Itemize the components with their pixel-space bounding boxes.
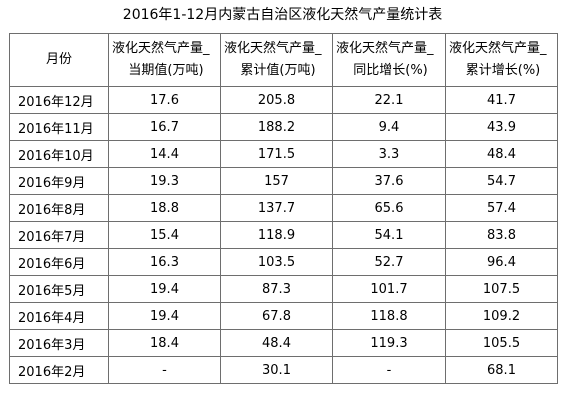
cell-month: 2016年9月: [9, 167, 109, 195]
cell-cumulative-growth: 43.9: [445, 113, 558, 141]
table-row: 2016年10月 14.4 171.5 3.3 48.4: [9, 140, 558, 168]
cell-current-value: 17.6: [108, 86, 221, 114]
cell-current-value: 19.3: [108, 167, 221, 195]
cell-month: 2016年3月: [9, 329, 109, 357]
table-title: 2016年1-12月内蒙古自治区液化天然气产量统计表: [122, 7, 443, 23]
cell-month: 2016年11月: [9, 113, 109, 141]
cell-yoy-growth: 101.7: [332, 275, 446, 303]
cell-cumulative-growth: 68.1: [445, 356, 558, 384]
cell-cumulative-growth: 54.7: [445, 167, 558, 195]
cell-current-value: 18.4: [108, 329, 221, 357]
cell-current-value: 19.4: [108, 275, 221, 303]
cell-cumulative-value: 118.9: [220, 221, 333, 249]
header-cumulative-growth-line2: 累计增长(%): [465, 63, 541, 78]
cell-cumulative-value: 87.3: [220, 275, 333, 303]
header-yoy-growth-line2: 同比增长(%): [353, 63, 428, 78]
header-cumulative-value: 液化天然气产量_ 累计值(万吨): [220, 33, 333, 87]
table-row: 2016年9月 19.3 157 37.6 54.7: [9, 167, 558, 195]
table-row: 2016年12月 17.6 205.8 22.1 41.7: [9, 86, 558, 114]
cell-yoy-growth: 52.7: [332, 248, 446, 276]
cell-current-value: 14.4: [108, 140, 221, 168]
cell-yoy-growth: -: [332, 356, 446, 384]
cell-month: 2016年4月: [9, 302, 109, 330]
cell-cumulative-growth: 105.5: [445, 329, 558, 357]
table-row: 2016年5月 19.4 87.3 101.7 107.5: [9, 275, 558, 303]
cell-cumulative-growth: 96.4: [445, 248, 558, 276]
cell-yoy-growth: 118.8: [332, 302, 446, 330]
cell-yoy-growth: 9.4: [332, 113, 446, 141]
cell-yoy-growth: 3.3: [332, 140, 446, 168]
cell-month: 2016年12月: [9, 86, 109, 114]
table-row: 2016年3月 18.4 48.4 119.3 105.5: [9, 329, 558, 357]
header-current-value-line1: 液化天然气产量_: [112, 41, 210, 56]
header-cumulative-growth: 液化天然气产量_ 累计增长(%): [445, 33, 558, 87]
cell-cumulative-value: 137.7: [220, 194, 333, 222]
cell-cumulative-growth: 109.2: [445, 302, 558, 330]
lng-production-table: 月份 液化天然气产量_ 当期值(万吨) 液化天然气产量_ 累计值(万吨) 液化天…: [9, 33, 558, 384]
cell-cumulative-value: 188.2: [220, 113, 333, 141]
header-month: 月份: [9, 33, 109, 87]
cell-month: 2016年8月: [9, 194, 109, 222]
cell-yoy-growth: 22.1: [332, 86, 446, 114]
header-cumulative-value-line2: 累计值(万吨): [240, 63, 316, 78]
table-row: 2016年11月 16.7 188.2 9.4 43.9: [9, 113, 558, 141]
header-cumulative-growth-line1: 液化天然气产量_: [449, 41, 547, 56]
cell-cumulative-value: 30.1: [220, 356, 333, 384]
cell-current-value: -: [108, 356, 221, 384]
table-row: 2016年8月 18.8 137.7 65.6 57.4: [9, 194, 558, 222]
header-row: 月份 液化天然气产量_ 当期值(万吨) 液化天然气产量_ 累计值(万吨) 液化天…: [9, 33, 558, 87]
cell-current-value: 15.4: [108, 221, 221, 249]
cell-current-value: 16.3: [108, 248, 221, 276]
cell-cumulative-growth: 57.4: [445, 194, 558, 222]
table-row: 2016年6月 16.3 103.5 52.7 96.4: [9, 248, 558, 276]
header-current-value: 液化天然气产量_ 当期值(万吨): [108, 33, 221, 87]
cell-cumulative-growth: 83.8: [445, 221, 558, 249]
cell-month: 2016年10月: [9, 140, 109, 168]
cell-cumulative-value: 157: [220, 167, 333, 195]
cell-yoy-growth: 37.6: [332, 167, 446, 195]
header-current-value-line2: 当期值(万吨): [128, 63, 204, 78]
cell-month: 2016年6月: [9, 248, 109, 276]
cell-cumulative-growth: 48.4: [445, 140, 558, 168]
header-yoy-growth-line1: 液化天然气产量_: [336, 41, 434, 56]
table-row: 2016年2月 - 30.1 - 68.1: [9, 356, 558, 384]
cell-month: 2016年7月: [9, 221, 109, 249]
header-cumulative-value-line1: 液化天然气产量_: [224, 41, 322, 56]
cell-cumulative-value: 48.4: [220, 329, 333, 357]
cell-cumulative-value: 171.5: [220, 140, 333, 168]
cell-current-value: 18.8: [108, 194, 221, 222]
cell-yoy-growth: 65.6: [332, 194, 446, 222]
cell-current-value: 19.4: [108, 302, 221, 330]
cell-yoy-growth: 54.1: [332, 221, 446, 249]
cell-cumulative-growth: 107.5: [445, 275, 558, 303]
cell-month: 2016年2月: [9, 356, 109, 384]
header-yoy-growth: 液化天然气产量_ 同比增长(%): [332, 33, 446, 87]
table-row: 2016年7月 15.4 118.9 54.1 83.8: [9, 221, 558, 249]
cell-cumulative-value: 103.5: [220, 248, 333, 276]
cell-cumulative-value: 67.8: [220, 302, 333, 330]
table-row: 2016年4月 19.4 67.8 118.8 109.2: [9, 302, 558, 330]
cell-yoy-growth: 119.3: [332, 329, 446, 357]
cell-cumulative-growth: 41.7: [445, 86, 558, 114]
cell-month: 2016年5月: [9, 275, 109, 303]
cell-current-value: 16.7: [108, 113, 221, 141]
cell-cumulative-value: 205.8: [220, 86, 333, 114]
